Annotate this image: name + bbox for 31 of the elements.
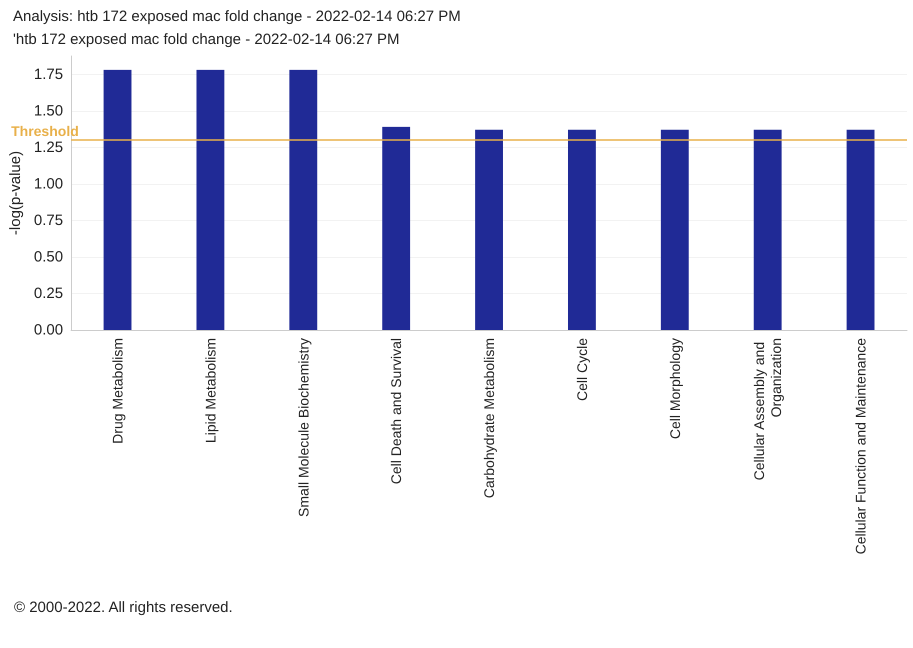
bar (568, 130, 596, 330)
x-tick-label: Cellular Assembly and Organization (751, 338, 784, 480)
bar (104, 70, 132, 330)
bar (754, 130, 782, 330)
y-tick-label: 0.75 (34, 212, 64, 229)
y-tick-label: 1.50 (34, 102, 64, 120)
x-tick-label: Cellular Function and Maintenance (852, 338, 869, 554)
x-tick-label: Carbohydrate Metabolism (481, 338, 498, 498)
x-tick-label: Cell Morphology (666, 338, 683, 440)
chart-subtitle: 'htb 172 exposed mac fold change - 2022-02-14 06:27 PM (13, 31, 400, 48)
y-tick-label: 0.50 (34, 248, 64, 266)
x-tick-label: Lipid Metabolism (202, 338, 218, 444)
bar (475, 130, 503, 330)
bar (846, 130, 874, 330)
bar (382, 126, 410, 330)
x-tick-label: Drug Metabolism (110, 338, 126, 444)
bar (289, 70, 318, 330)
y-tick-label: 1.00 (34, 175, 64, 192)
y-tick-label: 0.25 (34, 284, 64, 302)
x-tick-label: Small Molecule Biochemistry (295, 338, 312, 517)
y-tick-label: 1.75 (34, 66, 64, 83)
y-tick-label: 1.25 (34, 138, 64, 156)
bar (196, 70, 224, 330)
x-tick-label: Cell Cycle (574, 338, 590, 402)
text: © 2000-2022. All rights reserved. (14, 599, 233, 616)
y-tick-label: 0.00 (34, 322, 64, 338)
y-axis-title: -log(p-value) (7, 150, 24, 236)
x-tick-label: Cell Death and Survival (388, 338, 404, 484)
chart-title: Analysis: htb 172 exposed mac fold change - 2022-02-14 06:27 PM (13, 8, 461, 25)
bar (660, 130, 689, 330)
ref-line-label: Threshold (11, 123, 79, 140)
